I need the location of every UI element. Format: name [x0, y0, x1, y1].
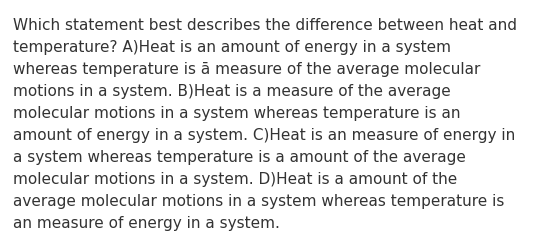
- Text: amount of energy in a system. C)Heat is an measure of energy in: amount of energy in a system. C)Heat is …: [13, 128, 515, 142]
- Text: molecular motions in a system whereas temperature is an: molecular motions in a system whereas te…: [13, 106, 460, 120]
- Text: molecular motions in a system. D)Heat is a amount of the: molecular motions in a system. D)Heat is…: [13, 171, 457, 186]
- Text: temperature? A)Heat is an amount of energy in a system: temperature? A)Heat is an amount of ener…: [13, 40, 451, 55]
- Text: Which statement best describes the difference between heat and: Which statement best describes the diffe…: [13, 18, 517, 33]
- Text: average molecular motions in a system whereas temperature is: average molecular motions in a system wh…: [13, 193, 504, 208]
- Text: an measure of energy in a system.: an measure of energy in a system.: [13, 215, 280, 230]
- Text: motions in a system. B)Heat is a measure of the average: motions in a system. B)Heat is a measure…: [13, 84, 451, 98]
- Text: whereas temperature is ā measure of the average molecular: whereas temperature is ā measure of the …: [13, 62, 480, 77]
- Text: a system whereas temperature is a amount of the average: a system whereas temperature is a amount…: [13, 150, 466, 164]
